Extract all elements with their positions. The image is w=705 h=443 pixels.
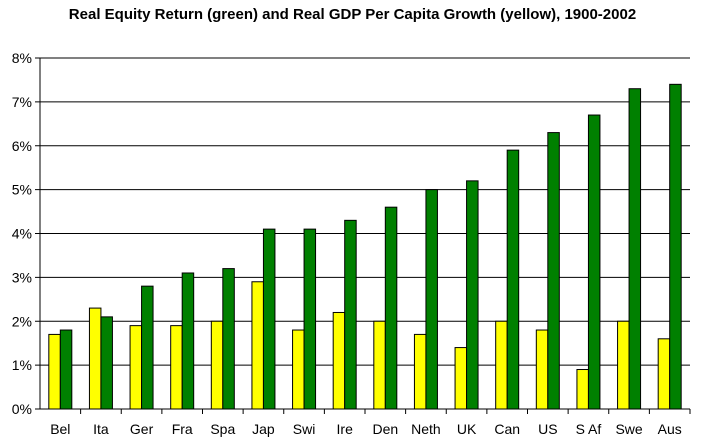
x-tick-label: Bel	[50, 421, 70, 437]
x-tick-label: Swe	[615, 421, 642, 437]
equity-return-bar	[506, 149, 520, 410]
gdp-growth-bar	[332, 311, 346, 410]
equity-return-bar	[181, 272, 195, 410]
tick-labels: 0% 1% 2% 3% 4% 5% 6% 7% 8% Bel Ita Ger Fra Spa Jap Swi I…	[12, 50, 682, 437]
x-tick-label: Aus	[658, 421, 682, 437]
chart-title: Real Equity Return (green) and Real GDP …	[68, 6, 637, 23]
x-tick-label: Ger	[130, 421, 154, 437]
y-tick-label: 6%	[12, 138, 32, 154]
equity-return-bar	[59, 329, 73, 410]
y-tick-label: 0%	[12, 401, 32, 417]
x-tick-label: Den	[372, 421, 398, 437]
equity-return-bar	[262, 228, 276, 410]
x-tick-label: Can	[494, 421, 520, 437]
axes	[35, 57, 691, 414]
gdp-growth-bar	[373, 320, 386, 410]
gdp-growth-bar	[413, 333, 427, 410]
equity-return-bar	[466, 180, 479, 410]
y-tick-label: 1%	[12, 357, 32, 373]
equity-return-bar	[669, 83, 682, 410]
gridlines	[40, 57, 690, 366]
gdp-growth-bar	[535, 329, 549, 410]
equity-return-bar	[141, 285, 154, 410]
y-tick-label: 7%	[12, 94, 32, 110]
x-tick-label: UK	[457, 421, 477, 437]
y-tick-label: 5%	[12, 182, 32, 198]
y-tick-label: 8%	[12, 50, 32, 66]
x-tick-label: Fra	[172, 421, 193, 437]
gdp-growth-bar	[48, 333, 61, 410]
y-tick-label: 3%	[12, 269, 32, 285]
gdp-growth-bar	[292, 329, 305, 410]
x-tick-label: US	[538, 421, 557, 437]
equity-return-bar	[384, 206, 398, 410]
x-tick-label: Ire	[337, 421, 354, 437]
x-tick-label: Spa	[210, 421, 235, 437]
equity-return-bar	[344, 219, 357, 410]
x-tick-label: Ita	[93, 421, 109, 437]
x-tick-label: Jap	[252, 421, 275, 437]
gdp-growth-bar	[88, 307, 102, 410]
gdp-growth-bar	[170, 325, 183, 410]
equity-return-bar	[100, 316, 113, 410]
gdp-growth-bar	[495, 320, 508, 410]
y-tick-label: 4%	[12, 226, 32, 242]
gdp-growth-bar	[129, 325, 143, 410]
equity-return-bar	[222, 268, 235, 410]
equity-return-bar	[547, 132, 560, 410]
bars	[48, 83, 682, 410]
equity-return-bar	[303, 228, 317, 410]
equity-return-bar	[628, 88, 642, 410]
gdp-growth-bar	[617, 320, 630, 410]
x-tick-label: Neth	[411, 421, 441, 437]
y-tick-label: 2%	[12, 313, 32, 329]
gdp-growth-bar	[576, 369, 589, 410]
x-tick-label: Swi	[293, 421, 316, 437]
gdp-growth-bar	[454, 347, 468, 410]
gdp-growth-bar	[657, 338, 671, 410]
gdp-growth-bar	[210, 320, 224, 410]
equity-return-bar	[587, 114, 601, 410]
equity-return-bar	[425, 189, 438, 410]
gdp-growth-bar	[251, 281, 264, 410]
x-tick-label: S Af	[576, 421, 602, 437]
